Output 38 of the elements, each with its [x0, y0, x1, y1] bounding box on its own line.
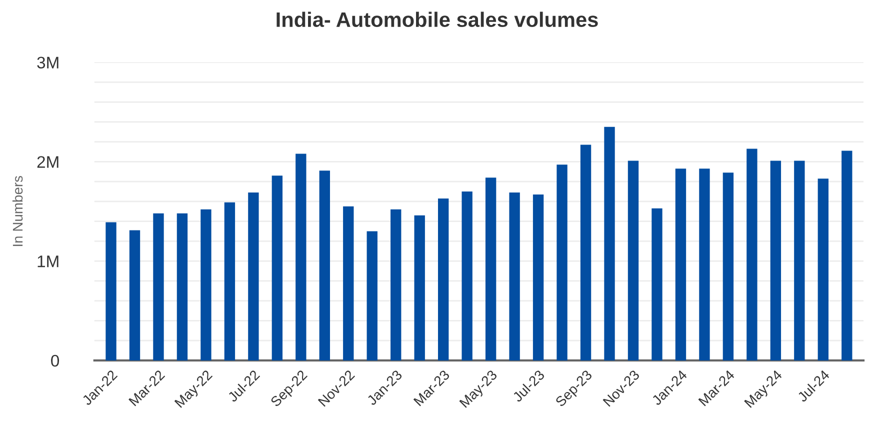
bar — [699, 168, 710, 360]
bar — [770, 160, 782, 360]
bar — [746, 148, 758, 360]
bar — [722, 172, 734, 360]
bar — [509, 192, 520, 360]
bar — [604, 126, 615, 360]
bar — [390, 209, 402, 360]
bar — [248, 192, 259, 360]
bar — [366, 231, 378, 360]
chart-title: India- Automobile sales volumes — [276, 12, 598, 28]
bar — [296, 154, 306, 360]
bar — [343, 206, 354, 360]
bar — [794, 160, 805, 360]
bar — [200, 209, 212, 360]
bar — [652, 208, 662, 360]
bar — [176, 213, 188, 360]
bar — [224, 202, 236, 360]
bar — [580, 144, 592, 360]
bar — [414, 215, 425, 360]
bar — [106, 222, 116, 360]
bar — [628, 160, 639, 360]
bar — [818, 178, 828, 360]
bar — [532, 194, 544, 360]
y-tick-label: 0 — [51, 354, 60, 367]
y-tick-label: 1M — [38, 256, 58, 268]
bar — [462, 192, 472, 360]
y-tick-label: 3M — [37, 56, 58, 69]
bar — [438, 198, 449, 360]
y-axis-title: In Numbers — [12, 176, 23, 246]
bar — [675, 168, 686, 360]
bar — [319, 170, 330, 360]
bar — [485, 178, 496, 360]
bar — [129, 230, 140, 360]
bar — [272, 176, 283, 360]
bar — [842, 150, 852, 360]
y-tick-label: 2M — [37, 156, 58, 168]
bar — [153, 213, 164, 360]
bar — [556, 164, 568, 360]
